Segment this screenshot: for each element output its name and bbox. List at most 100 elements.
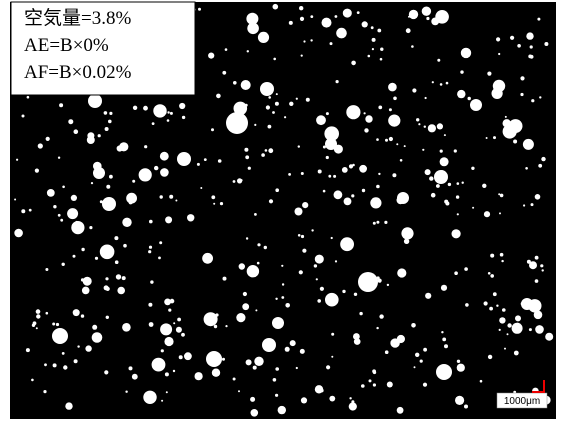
air-void [412,14,416,18]
air-void [152,122,155,125]
air-void [416,118,419,121]
air-void [284,116,286,118]
air-void [225,48,228,51]
air-void [493,136,496,139]
air-void [106,185,110,189]
air-void [211,195,215,199]
air-void [21,209,25,213]
air-void [333,175,336,178]
air-void [372,48,374,50]
air-void [244,148,248,152]
air-void [349,402,357,410]
air-void [385,350,389,354]
air-void [302,249,306,253]
air-void [43,390,46,393]
air-void [482,184,486,188]
air-void [393,97,397,101]
air-void [105,127,109,131]
air-void [316,278,318,280]
air-void [275,298,277,300]
air-void [428,124,436,132]
air-void [316,115,326,125]
air-void [362,189,365,192]
air-void [223,277,227,281]
air-void [269,199,273,203]
air-void [175,200,177,202]
air-void [233,180,236,183]
air-void [197,163,200,166]
air-void [364,128,368,132]
air-void [108,120,112,124]
air-void [253,366,257,370]
air-void [268,148,273,153]
air-void [122,276,126,280]
air-void [527,260,531,264]
air-void [526,32,533,39]
air-void [315,255,324,264]
air-void [246,13,258,25]
air-void [369,379,372,382]
air-void [187,214,194,221]
air-void [129,366,133,370]
air-void [59,103,63,107]
air-void [165,216,172,223]
air-void [202,253,213,264]
air-void [342,167,348,173]
air-void [150,280,153,283]
annotation-box: 空気量=3.8% AE=B×0% AF=B×0.02% [11,2,195,95]
air-void [254,124,256,126]
air-void [212,369,220,377]
air-void [179,355,183,359]
air-void [525,167,528,170]
air-void [326,365,330,369]
air-void [385,139,388,142]
air-void [325,293,339,307]
air-void [181,333,185,337]
air-void [258,32,269,43]
air-void [496,305,498,307]
air-void [143,106,148,111]
micrograph: 空気量=3.8% AE=B×0% AF=B×0.02% 1000μm [0,0,565,421]
air-void [349,397,351,399]
air-void [123,244,127,248]
air-void [480,380,483,383]
air-void [44,363,47,366]
air-void [523,204,525,206]
air-void [448,183,451,186]
air-void [52,328,68,344]
air-void [46,312,49,315]
air-void [176,327,182,333]
air-void [520,76,524,80]
air-void [35,169,39,173]
air-void [301,55,303,57]
air-void [424,126,426,128]
air-void [457,213,459,215]
air-void [425,97,427,99]
air-void [173,322,175,324]
air-void [273,4,279,10]
air-void [122,218,131,227]
air-void [423,383,427,387]
air-void [282,283,284,285]
air-void [454,149,457,152]
air-void [422,7,431,16]
air-void [200,187,202,189]
air-void [119,142,128,151]
air-void [535,279,539,283]
air-void [440,157,449,166]
air-void [502,308,506,312]
air-void [81,314,84,317]
air-void [81,248,84,251]
air-void [464,267,468,271]
air-void [248,167,251,170]
air-void [335,260,337,262]
air-void [73,255,76,258]
air-void [496,37,500,41]
air-void [452,229,461,238]
air-void [505,116,507,118]
air-void [62,263,65,266]
air-void [89,226,92,229]
air-void [507,323,511,327]
air-void [397,335,405,343]
air-void [418,123,420,125]
